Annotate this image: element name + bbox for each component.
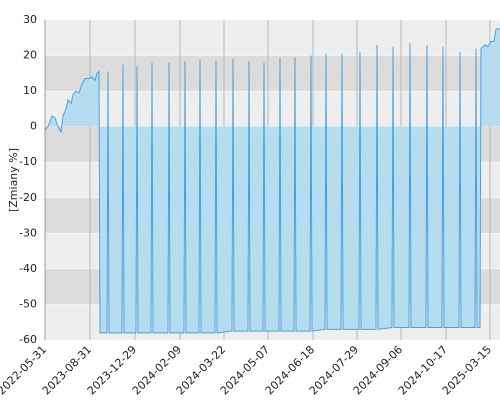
y-tick-label: -50	[19, 297, 37, 310]
area	[45, 28, 500, 333]
line	[44, 28, 500, 334]
y-tick-label: -20	[19, 191, 37, 204]
band	[45, 20, 500, 56]
band	[45, 91, 500, 127]
y-tick-label: -40	[19, 262, 37, 275]
y-tick-label: -30	[19, 226, 37, 239]
y-tick-label: 20	[23, 49, 37, 62]
y-tick-label: -10	[19, 155, 37, 168]
y-tick-label: 30	[23, 13, 37, 26]
y-tick-label: 10	[23, 84, 37, 97]
y-tick-label: 0	[30, 120, 37, 133]
y-axis-label: [Zmiany %]	[7, 148, 20, 212]
y-tick-label: -60	[19, 333, 37, 346]
band	[45, 55, 500, 92]
